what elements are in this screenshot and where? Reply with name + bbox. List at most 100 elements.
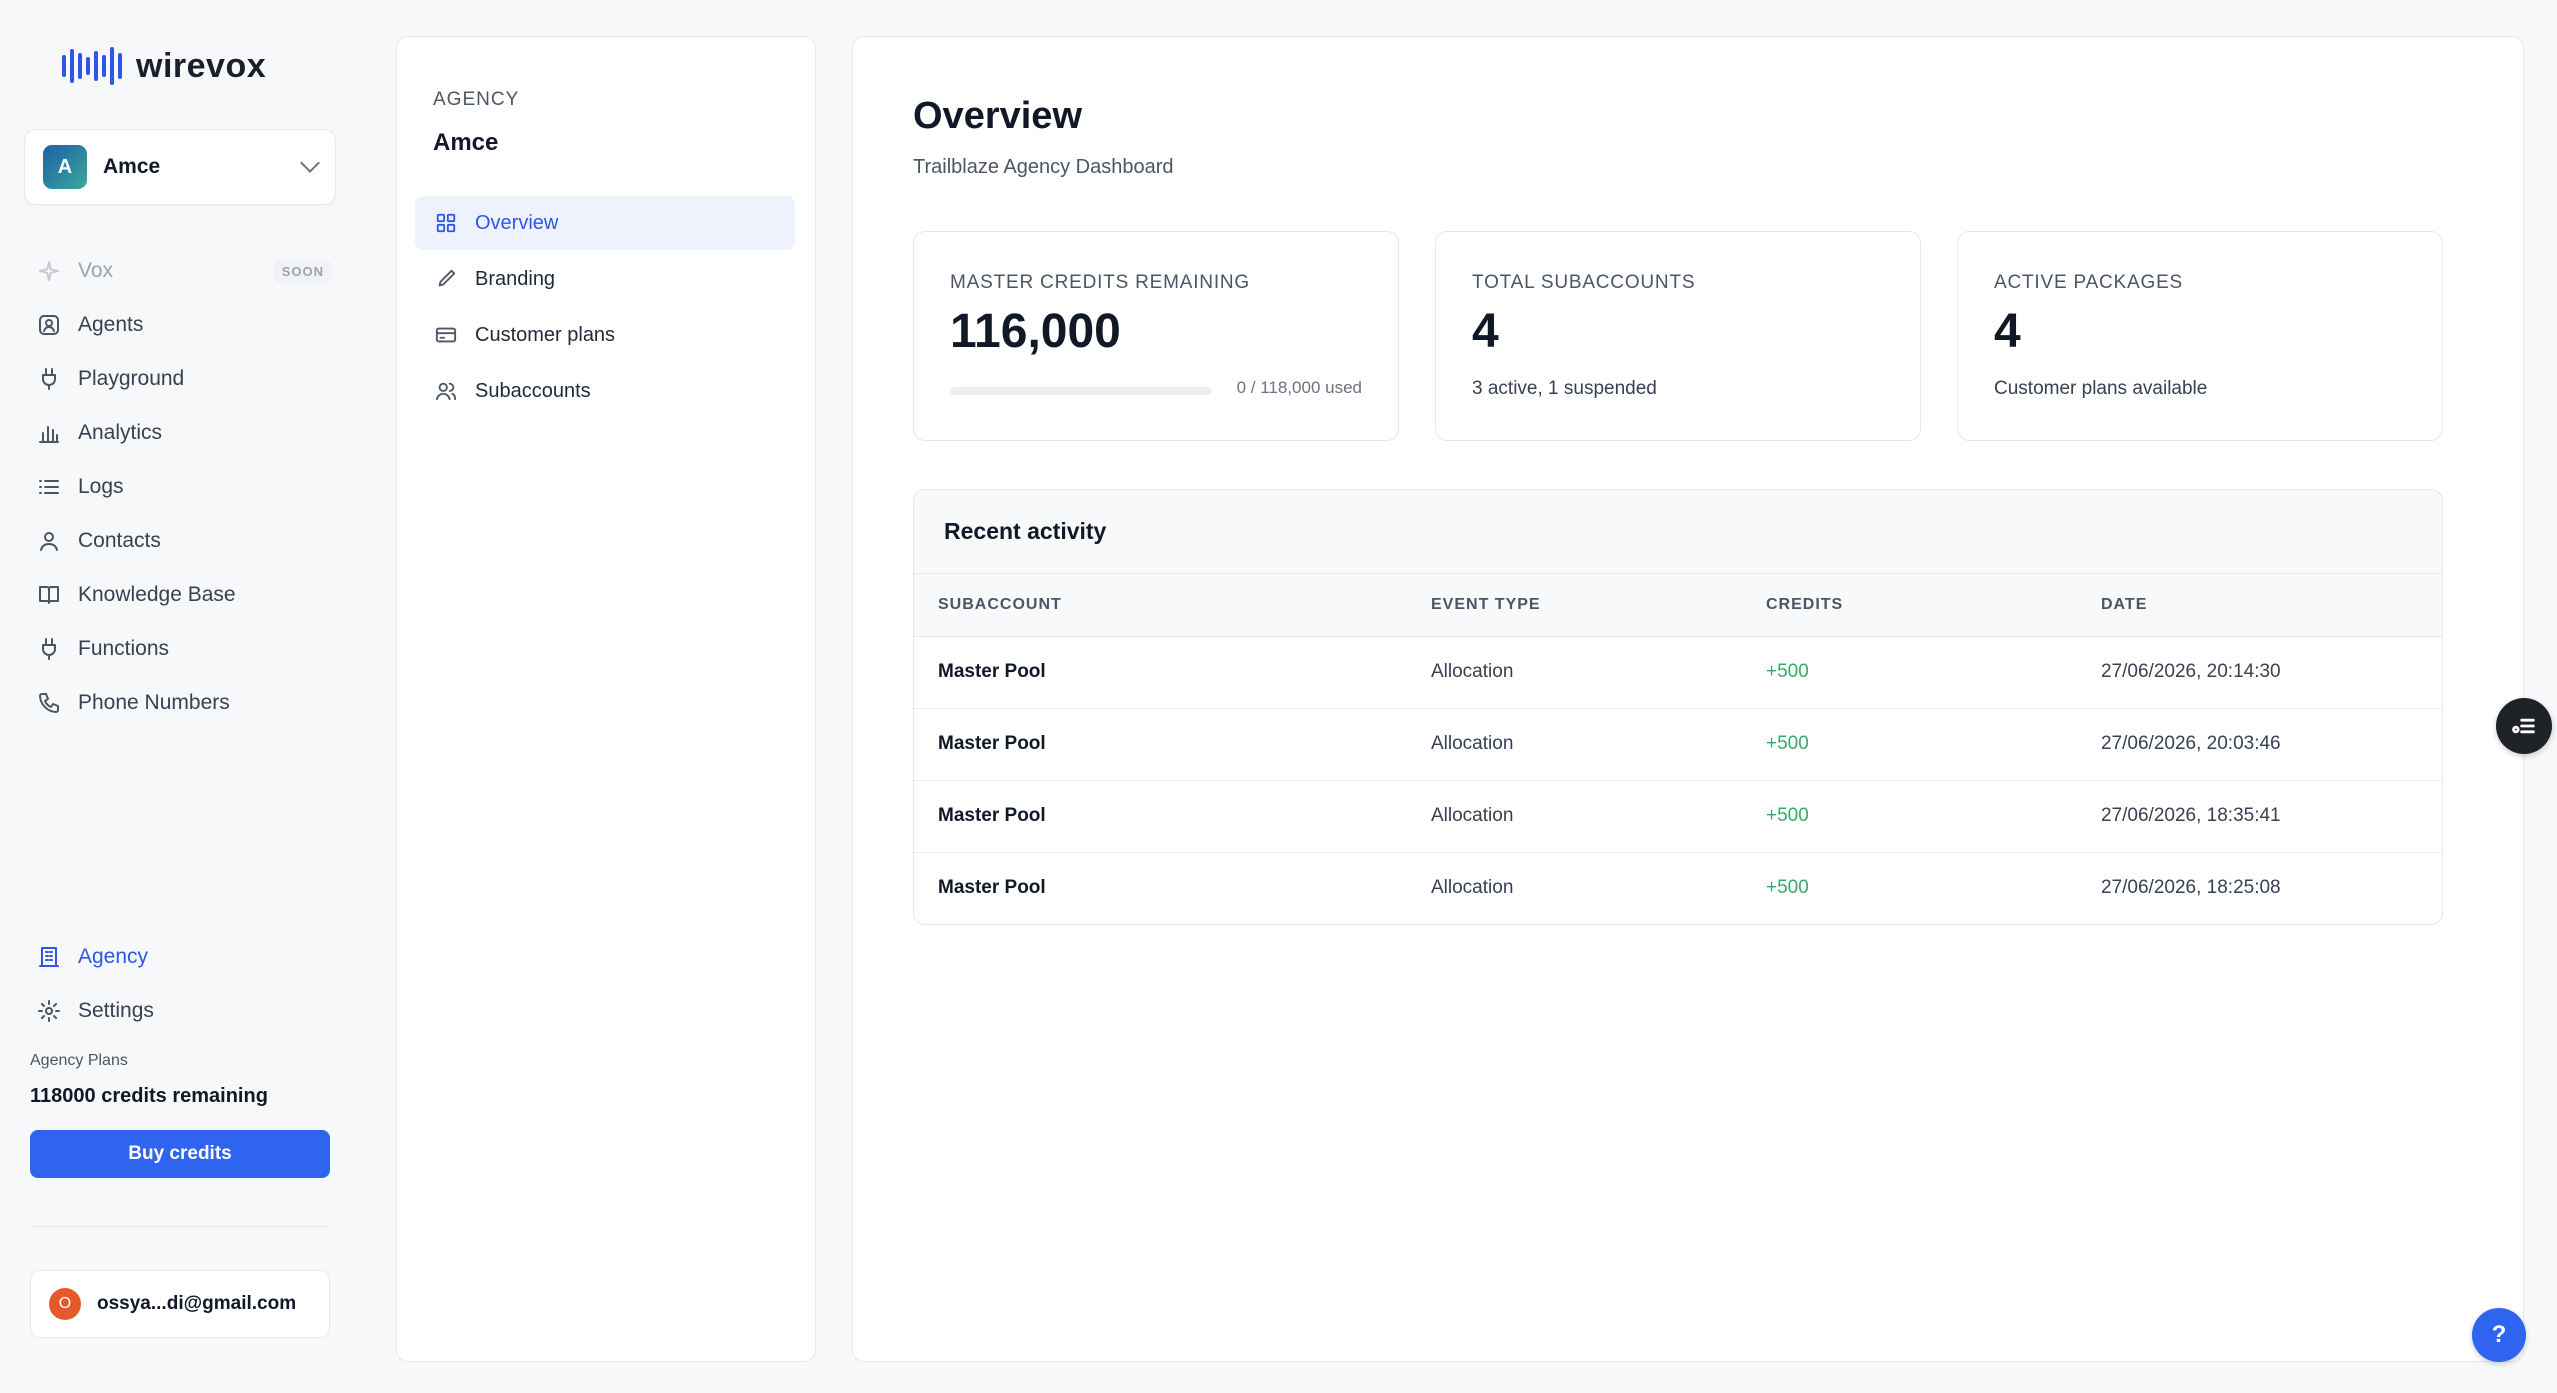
agent-icon [36,312,62,338]
sidebar-item-settings[interactable]: Settings [36,984,332,1038]
sidebar-item-logs[interactable]: Logs [36,460,332,514]
agency-name: Amce [433,129,499,156]
book-icon [36,582,62,608]
floating-toolbar-button[interactable] [2496,698,2552,754]
stat-value: 4 [1472,305,1499,358]
cell-date: 27/06/2026, 20:03:46 [2101,733,2281,754]
avatar: O [49,1288,81,1320]
plug-icon [36,366,62,392]
stat-card-active-packages: ACTIVE PACKAGES 4 Customer plans availab… [1957,231,2443,441]
cell-credits: +500 [1766,733,1809,754]
sidebar-item-label: Analytics [78,421,163,444]
sidebar-item-analytics[interactable]: Analytics [36,406,332,460]
column-header-date[interactable]: DATE [2101,595,2148,613]
table-header-row: SUBACCOUNT EVENT TYPE CREDITS DATE [914,574,2442,636]
stat-label: ACTIVE PACKAGES [1994,272,2184,293]
agency-plans-label: Agency Plans [30,1052,128,1069]
sidebar-item-label: Vox [78,259,114,282]
page-title: Overview [913,95,1082,137]
user-account-menu[interactable]: O ossya...di@gmail.com [30,1270,330,1338]
sidebar-item-label: Phone Numbers [78,691,230,714]
cell-credits: +500 [1766,661,1809,682]
sidebar-item-label: Contacts [78,529,161,552]
sidebar-item-label: Knowledge Base [78,583,236,606]
agency-nav-subaccounts[interactable]: Subaccounts [415,364,795,418]
sidebar-item-label: Logs [78,475,124,498]
sidebar-item-label: Settings [78,999,154,1022]
main-content: Overview Trailblaze Agency Dashboard MAS… [852,36,2524,1362]
building-icon [36,944,62,970]
sidebar-item-vox[interactable]: Vox SOON [36,244,332,298]
sidebar-item-phone-numbers[interactable]: Phone Numbers [36,676,332,730]
sparkle-icon [36,258,62,284]
brand-name: wirevox [136,46,267,85]
agency-nav: Overview Branding Customer plans Subacco… [415,196,795,420]
workspace-name: Amce [103,155,161,178]
cell-subaccount: Master Pool [938,733,1046,754]
agency-nav-label: Subaccounts [475,379,591,402]
sidebar-item-playground[interactable]: Playground [36,352,332,406]
chevron-down-icon [300,153,320,173]
cell-credits: +500 [1766,805,1809,826]
sidebar-item-agents[interactable]: Agents [36,298,332,352]
agency-nav-label: Overview [475,211,559,234]
agency-nav-label: Customer plans [475,323,616,346]
users-icon [433,378,459,404]
table-row[interactable]: Master Pool Allocation +500 27/06/2026, … [914,852,2442,924]
phone-icon [36,690,62,716]
sidebar: wirevox A Amce Vox SOON Agents Playgroun… [0,0,360,1393]
cell-credits: +500 [1766,877,1809,899]
brand-logo[interactable]: wirevox [62,44,266,88]
table-row[interactable]: Master Pool Allocation +500 27/06/2026, … [914,708,2442,780]
credits-remaining: 118000 credits remaining [30,1085,268,1107]
agency-panel-label: AGENCY [433,89,520,110]
divider [30,1226,330,1227]
column-header-subaccount[interactable]: SUBACCOUNT [938,595,1062,613]
cell-event-type: Allocation [1431,877,1514,899]
list-icon [36,474,62,500]
workspace-switcher[interactable]: A Amce [24,129,336,205]
sidebar-item-label: Playground [78,367,185,390]
sidebar-item-agency[interactable]: Agency [36,930,332,984]
page-subtitle: Trailblaze Agency Dashboard [913,156,1174,178]
grid-icon [433,210,459,236]
gear-icon [36,998,62,1024]
sidebar-item-functions[interactable]: Functions [36,622,332,676]
stat-value: 116,000 [950,305,1121,358]
sidebar-item-contacts[interactable]: Contacts [36,514,332,568]
plug-icon [36,636,62,662]
activity-table: SUBACCOUNT EVENT TYPE CREDITS DATE Maste… [914,574,2442,924]
agency-nav-customer-plans[interactable]: Customer plans [415,308,795,362]
help-button[interactable]: ? [2472,1308,2526,1362]
cell-subaccount: Master Pool [938,661,1046,682]
recent-activity-header: Recent activity [914,490,2442,574]
sidebar-item-knowledge-base[interactable]: Knowledge Base [36,568,332,622]
cell-event-type: Allocation [1431,733,1514,754]
brush-icon [433,266,459,292]
stat-label: TOTAL SUBACCOUNTS [1472,272,1696,293]
stat-card-total-subaccounts: TOTAL SUBACCOUNTS 4 3 active, 1 suspende… [1435,231,1921,441]
user-icon [36,528,62,554]
list-toggle-icon [2512,718,2535,734]
credits-progress-bar [950,387,1212,395]
agency-nav-overview[interactable]: Overview [415,196,795,250]
recent-activity-panel: Recent activity SUBACCOUNT EVENT TYPE CR… [913,489,2443,925]
buy-credits-button[interactable]: Buy credits [30,1130,330,1178]
sidebar-item-label: Agents [78,313,144,336]
agency-panel: AGENCY Amce Overview Branding Customer p… [396,36,816,1362]
agency-nav-branding[interactable]: Branding [415,252,795,306]
table-row[interactable]: Master Pool Allocation +500 27/06/2026, … [914,636,2442,708]
sidebar-bottom-nav: Agency Settings [36,930,332,1038]
sidebar-item-label: Agency [78,945,149,968]
column-header-credits[interactable]: CREDITS [1766,595,1844,613]
column-header-event-type[interactable]: EVENT TYPE [1431,595,1541,613]
workspace-avatar: A [43,145,87,189]
table-row[interactable]: Master Pool Allocation +500 27/06/2026, … [914,780,2442,852]
cell-event-type: Allocation [1431,661,1514,682]
sidebar-nav: Vox SOON Agents Playground Analytics L [36,244,332,730]
wave-logo-icon [62,44,122,88]
stat-card-master-credits: MASTER CREDITS REMAINING 116,000 0 / 118… [913,231,1399,441]
cell-date: 27/06/2026, 20:14:30 [2101,661,2281,682]
stat-footer: 3 active, 1 suspended [1472,378,1657,399]
credits-progress-text: 0 / 118,000 used [1236,378,1362,397]
